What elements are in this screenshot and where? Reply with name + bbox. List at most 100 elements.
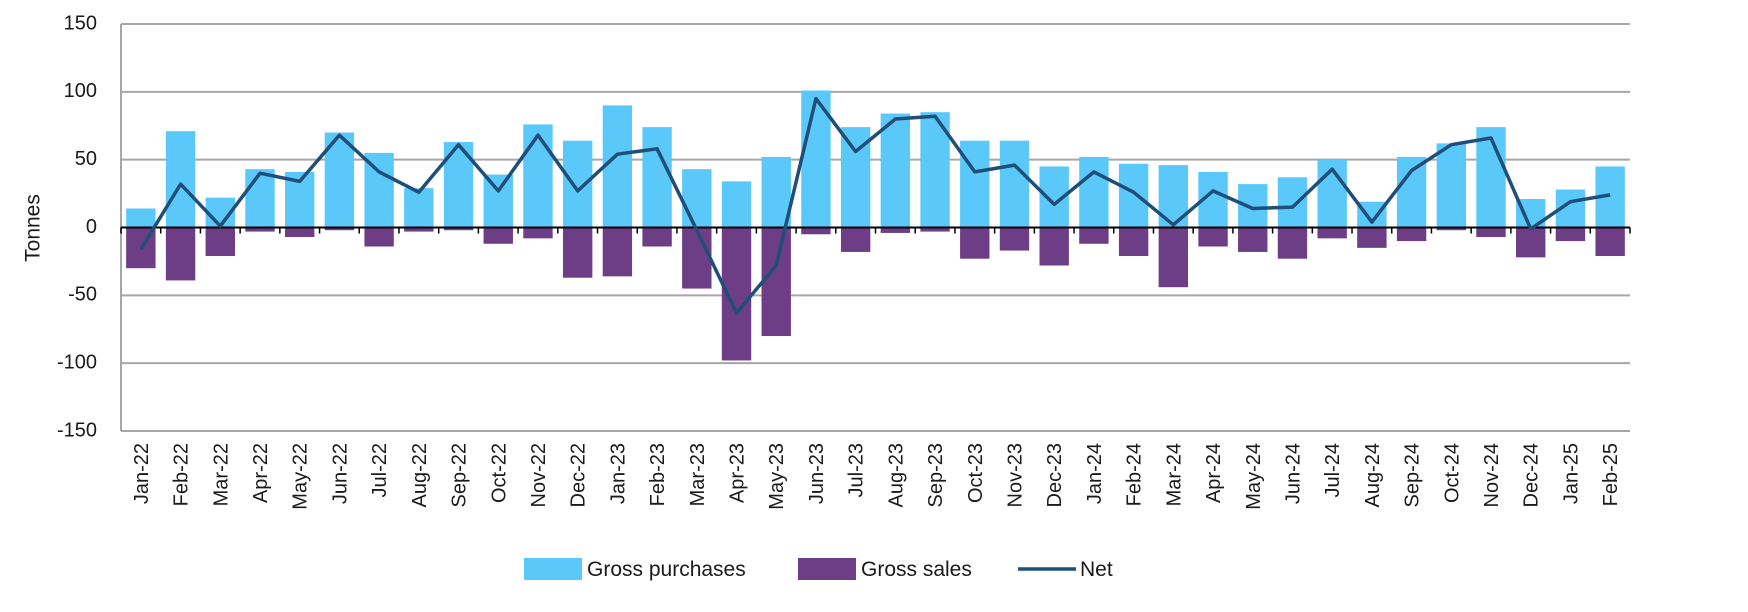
bar-gross-sales	[205, 227, 235, 256]
x-tick-label: Sep-23	[925, 443, 947, 508]
bar-gross-sales	[1118, 227, 1149, 256]
bar-gross-sales	[1357, 227, 1387, 248]
y-axis-ticks: 150 100 50 0 -50 -100 -150	[57, 12, 97, 441]
bar-gross-sales	[165, 227, 196, 281]
bar-gross-purchases	[562, 140, 593, 228]
bar-gross-sales	[920, 227, 950, 232]
bar-gross-sales	[443, 227, 474, 231]
bar-gross-sales	[285, 227, 315, 237]
bar-gross-purchases	[126, 208, 156, 228]
bar-gross-sales	[1277, 227, 1308, 259]
bar-gross-purchases	[364, 152, 394, 228]
bar-gross-purchases	[1476, 127, 1506, 228]
x-tick-label: Jul-24	[1322, 443, 1344, 497]
x-tick-label: Dec-23	[1044, 443, 1066, 507]
legend-swatch-gross-purchases	[524, 558, 582, 580]
net-line	[139, 96, 1611, 315]
bar-gross-sales	[1039, 227, 1069, 266]
bar-gross-sales	[483, 227, 513, 244]
x-tick-label: Nov-22	[528, 443, 550, 507]
bar-gross-sales	[1079, 227, 1109, 244]
bar-gross-sales	[1595, 227, 1625, 256]
x-tick-label: Apr-23	[727, 443, 749, 503]
zero-axis	[120, 226, 1631, 234]
bar-gross-sales	[602, 227, 633, 277]
x-axis-ticks: Jan-22 Feb-22 Mar-22 Apr-22 May-22 Jun-22 Jul-…	[131, 443, 1622, 510]
bar-gross-sales	[1516, 227, 1546, 258]
bar-gross-sales	[840, 227, 871, 252]
bar-gross-sales	[245, 227, 275, 232]
x-tick-label: Jan-24	[1084, 443, 1106, 504]
x-tick-label: Jan-25	[1560, 443, 1582, 504]
y-tick-label: 50	[75, 148, 97, 170]
x-tick-label: Apr-24	[1203, 443, 1225, 503]
bar-gross-sales	[1158, 227, 1189, 288]
bar-gross-purchases	[721, 181, 752, 228]
bar-gross-purchases	[682, 169, 712, 228]
bar-gross-sales	[801, 227, 831, 235]
x-tick-label: Feb-24	[1124, 443, 1146, 506]
x-tick-label: Oct-22	[488, 443, 510, 503]
x-tick-label: Mar-24	[1163, 443, 1185, 506]
x-tick-label: Jan-22	[131, 443, 153, 504]
bar-gross-sales	[682, 227, 712, 289]
y-axis-title: Tonnes	[22, 194, 45, 262]
x-tick-label: Feb-25	[1600, 443, 1622, 506]
y-tick-label: 150	[64, 12, 97, 34]
x-tick-label: Oct-24	[1441, 443, 1463, 503]
bar-gross-purchases	[999, 140, 1030, 228]
x-tick-label: Mar-22	[210, 443, 232, 506]
x-tick-label: Nov-24	[1481, 443, 1503, 507]
bar-gross-sales	[960, 227, 990, 259]
bar-gross-purchases	[165, 131, 196, 228]
x-tick-label: Sep-24	[1402, 443, 1424, 508]
x-tick-label: Feb-22	[171, 443, 193, 506]
x-tick-label: Feb-23	[647, 443, 669, 506]
x-tick-label: May-22	[290, 443, 312, 510]
y-tick-label: -100	[57, 351, 97, 373]
x-tick-label: Jul-22	[369, 443, 391, 497]
bar-gross-purchases	[1277, 177, 1308, 228]
y-tick-label: -50	[68, 284, 97, 306]
bar-gross-purchases	[761, 156, 791, 228]
bar-gross-sales	[999, 227, 1030, 251]
bar-gross-sales	[1317, 227, 1347, 239]
x-tick-label: Mar-23	[687, 443, 709, 506]
x-tick-label: Aug-22	[409, 443, 431, 508]
legend: Gross purchases Gross sales Net	[524, 558, 1113, 581]
bar-gross-purchases	[1079, 156, 1109, 228]
x-tick-label: May-24	[1243, 443, 1265, 510]
bar-gross-sales	[324, 227, 355, 231]
bar-gross-purchases	[602, 105, 633, 228]
bar-gross-purchases	[960, 140, 990, 228]
y-tick-label: -150	[57, 419, 97, 441]
x-tick-label: Jun-24	[1282, 443, 1304, 504]
gross-sales-series	[126, 227, 1625, 361]
x-tick-label: Dec-24	[1521, 443, 1543, 507]
x-tick-label: Sep-22	[449, 443, 471, 508]
bar-gross-sales	[1198, 227, 1228, 247]
x-tick-label: Apr-22	[250, 443, 272, 503]
bar-gross-purchases	[245, 169, 275, 228]
bar-gross-sales	[404, 227, 434, 232]
legend-label-gross-sales: Gross sales	[861, 558, 972, 581]
x-tick-label: Aug-24	[1362, 443, 1384, 508]
bar-gross-sales	[1238, 227, 1268, 252]
bar-gross-sales	[761, 227, 791, 337]
legend-swatch-gross-sales	[798, 558, 856, 580]
bar-gross-purchases	[1118, 163, 1149, 228]
bar-gross-purchases	[880, 113, 911, 228]
net-series	[139, 96, 1611, 315]
bar-gross-sales	[1555, 227, 1586, 242]
bar-gross-sales	[1396, 227, 1427, 242]
x-tick-label: Nov-23	[1004, 443, 1026, 507]
y-tick-label: 100	[64, 80, 97, 102]
bar-gross-sales	[642, 227, 672, 247]
x-tick-label: Jun-23	[806, 443, 828, 504]
x-tick-label: May-23	[766, 443, 788, 510]
bar-gross-sales	[1476, 227, 1506, 237]
bar-gross-sales	[364, 227, 394, 247]
legend-label-net: Net	[1080, 558, 1113, 581]
bar-gross-sales	[523, 227, 553, 239]
